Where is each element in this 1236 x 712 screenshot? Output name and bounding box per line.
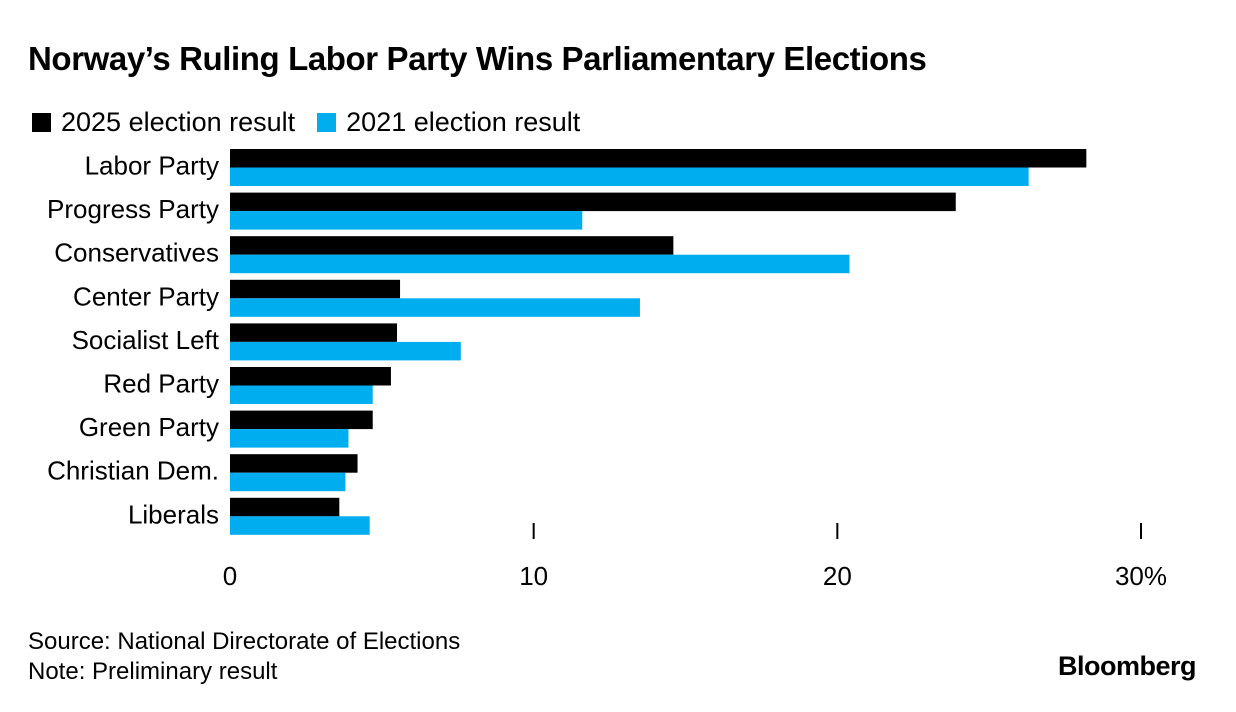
bar-2021-liberals: [230, 516, 370, 535]
category-label-socialist-left: Socialist Left: [72, 325, 220, 355]
source-note: Source: National Directorate of Election…: [28, 628, 461, 655]
bar-2021-green-party: [230, 429, 349, 448]
x-tick-label-0: 0: [223, 561, 237, 591]
category-label-green-party: Green Party: [79, 412, 219, 442]
bloomberg-logo: Bloomberg: [1057, 651, 1197, 681]
x-tick-label-30: 30%: [1115, 561, 1167, 591]
bar-2021-socialist-left: [230, 341, 461, 361]
category-label-progress-party: Progress Party: [47, 194, 219, 224]
legend-swatch-2021: [317, 112, 337, 132]
category-label-liberals: Liberals: [128, 499, 219, 529]
legend: 2025 election result 2021 election resul…: [32, 106, 602, 138]
category-label-labor-party: Labor Party: [85, 151, 219, 181]
category-label-red-party: Red Party: [103, 369, 219, 399]
bar-2025-green-party: [230, 410, 373, 430]
bar-2021-labor-party: [230, 167, 1029, 186]
chart-title: Norway’s Ruling Labor Party Wins Parliam…: [28, 40, 927, 77]
legend-item-2025: 2025 election result: [32, 107, 295, 138]
x-tick-label-20: 20: [823, 561, 852, 591]
bar-2025-christian-dem: [230, 454, 358, 473]
category-label-center-party: Center Party: [73, 281, 219, 311]
bar-2021-progress-party: [230, 211, 583, 230]
bar-2025-red-party: [230, 367, 391, 386]
bar-2025-socialist-left: [230, 323, 398, 342]
category-label-conservatives: Conservatives: [54, 238, 219, 268]
bar-2021-conservatives: [230, 254, 850, 274]
bar-2021-christian-dem: [230, 472, 346, 492]
legend-swatch-2025: [32, 112, 51, 132]
bar-2025-conservatives: [230, 236, 674, 255]
category-label-christian-dem: Christian Dem.: [47, 456, 219, 486]
legend-item-2021: 2021 election result: [317, 107, 580, 138]
bar-2021-red-party: [230, 385, 373, 404]
bar-2025-progress-party: [230, 192, 956, 212]
legend-label-2021: 2021 election result: [346, 106, 581, 137]
bar-2025-liberals: [230, 497, 340, 517]
x-tick-label-10: 10: [519, 561, 548, 591]
preliminary-note: Note: Preliminary result: [28, 658, 278, 685]
bar-2021-center-party: [230, 298, 640, 317]
bar-2025-center-party: [230, 279, 401, 299]
bar-2025-labor-party: [230, 149, 1087, 168]
legend-label-2025: 2025 election result: [61, 106, 296, 137]
